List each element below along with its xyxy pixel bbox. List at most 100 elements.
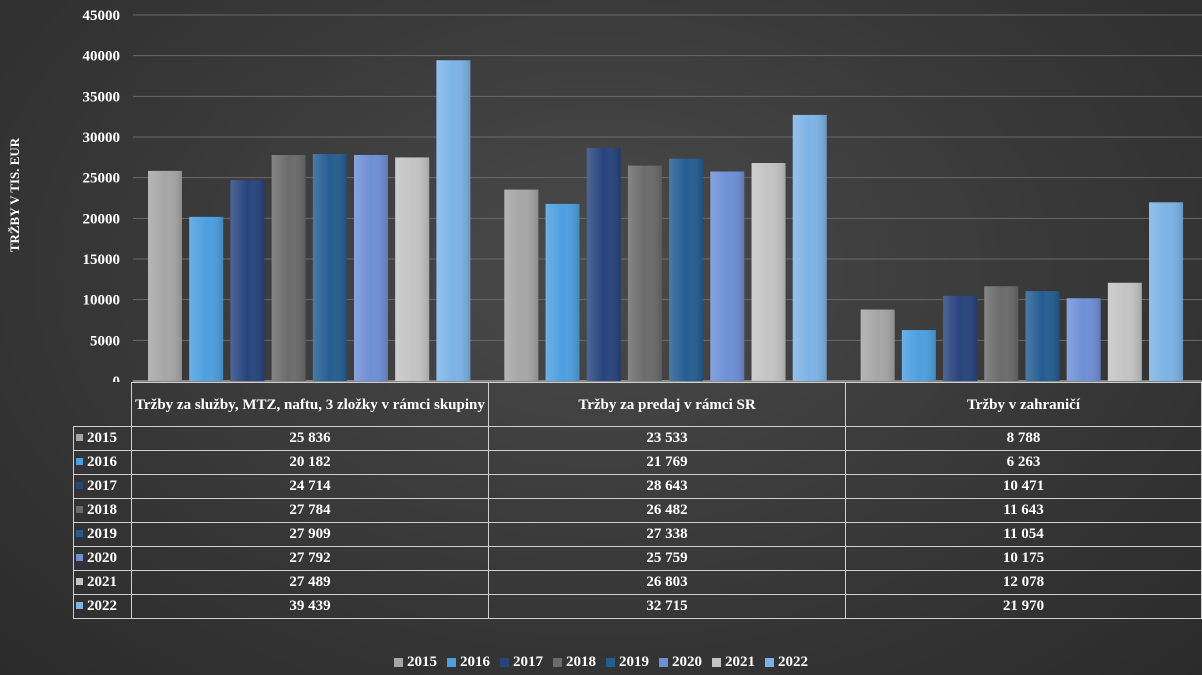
series-label-cell: 2020 [73,546,132,571]
bar-shading [901,330,936,381]
bar-shading [984,286,1019,381]
value-cell: 8 788 [845,426,1202,451]
series-swatch [76,554,83,561]
legend-swatch [712,658,721,667]
y-tick-label: 5000 [90,333,120,349]
series-label-cell: 2017 [73,474,132,499]
bar-shading [504,189,539,381]
legend-item: 2016 [447,654,490,671]
series-name: 2020 [87,550,117,566]
table-row: 2018 27 784 26 482 11 643 [73,498,1202,523]
value-cell: 21 970 [845,594,1202,619]
table-header-row: Tržby za služby, MTZ, naftu, 3 zložky v … [73,382,1202,427]
table-row: 2022 39 439 32 715 21 970 [73,594,1202,619]
series-label-cell: 2015 [73,426,132,451]
value-cell: 27 784 [131,498,489,523]
table-row: 2017 24 714 28 643 10 471 [73,474,1202,499]
legend-swatch [765,658,774,667]
legend-item: 2020 [659,654,702,671]
legend-label: 2018 [566,654,596,670]
value-cell: 11 643 [845,498,1202,523]
y-tick-label: 45000 [83,8,121,24]
series-name: 2021 [87,574,117,590]
value-cell: 12 078 [845,570,1202,595]
value-cell: 32 715 [488,594,846,619]
value-cell: 26 803 [488,570,846,595]
legend-item: 2019 [606,654,649,671]
bar-shading [1025,291,1060,381]
series-label-cell: 2022 [73,594,132,619]
value-cell: 24 714 [131,474,489,499]
bar-shading [148,170,182,381]
series-name: 2015 [87,430,117,446]
table-row: 2016 20 182 21 769 6 263 [73,450,1202,475]
legend-label: 2015 [407,654,437,670]
bar-shading [395,157,430,381]
series-name: 2019 [87,526,117,542]
legend-swatch [553,658,562,667]
series-swatch [76,506,83,513]
bar-shading [627,165,662,381]
value-cell: 27 909 [131,522,489,547]
bar-shading [1066,298,1101,381]
bar-shading [586,148,621,381]
legend-label: 2022 [778,654,808,670]
value-cell: 27 792 [131,546,489,571]
bar-shading [860,309,895,381]
category-header: Tržby za služby, MTZ, naftu, 3 zložky v … [131,382,489,427]
table-row: 2015 25 836 23 533 8 788 [73,426,1202,451]
y-tick-label: 15000 [83,252,121,268]
bar-shading [545,203,580,381]
value-cell: 27 338 [488,522,846,547]
table-row: 2020 27 792 25 759 10 175 [73,546,1202,571]
legend: 2015 2016 2017 2018 2019 2020 2021 2022 [0,654,1202,671]
bar-shading [943,295,978,381]
legend-label: 2016 [460,654,490,670]
bar-shading [189,216,224,381]
legend-swatch [606,658,615,667]
series-name: 2016 [87,454,117,470]
series-swatch [76,482,83,489]
value-cell: 21 769 [488,450,846,475]
legend-label: 2019 [619,654,649,670]
gridlines [133,14,1202,382]
legend-swatch [659,658,668,667]
value-cell: 11 054 [845,522,1202,547]
series-label-cell: 2021 [73,570,132,595]
legend-item: 2015 [394,654,437,671]
legend-item: 2021 [712,654,755,671]
value-cell: 20 182 [131,450,489,475]
bar-shading [271,155,306,381]
y-tick-label: 35000 [83,89,121,105]
bar-shading [1149,202,1184,381]
table-corner [73,382,132,427]
bar-shading [1107,282,1142,381]
bar-shading [436,60,471,382]
series-name: 2018 [87,502,117,518]
value-cell: 26 482 [488,498,846,523]
value-cell: 25 836 [131,426,489,451]
series-swatch [76,578,83,585]
y-axis-label: TRŽBY V TIS. EUR [7,137,22,253]
legend-item: 2018 [553,654,596,671]
series-swatch [76,434,83,441]
y-tick-label: 25000 [83,171,121,187]
series-swatch [76,530,83,537]
y-tick-label: 40000 [83,49,121,65]
series-label-cell: 2019 [73,522,132,547]
y-tick-label: 10000 [83,293,121,309]
legend-label: 2021 [725,654,755,670]
legend-swatch [447,658,456,667]
value-cell: 10 471 [845,474,1202,499]
legend-label: 2017 [513,654,543,670]
bars [148,60,1184,382]
series-name: 2017 [87,478,117,494]
legend-swatch [394,658,403,667]
bar-shading [792,114,827,381]
y-axis-label-container: TRŽBY V TIS. EUR [0,110,30,280]
y-tick-label: 30000 [83,130,121,146]
legend-label: 2020 [672,654,702,670]
value-cell: 23 533 [488,426,846,451]
series-label-cell: 2018 [73,498,132,523]
category-header: Tržby za predaj v rámci SR [488,382,846,427]
